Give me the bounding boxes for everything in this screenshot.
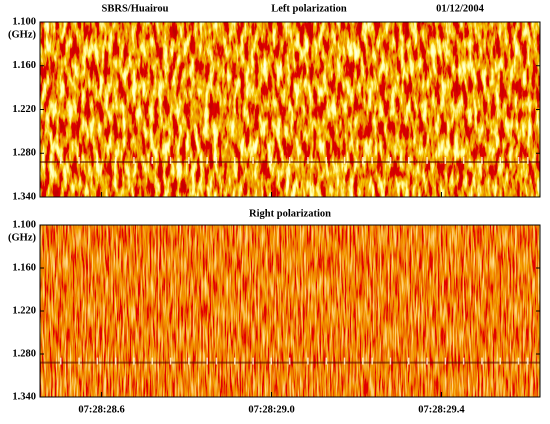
spike	[307, 357, 309, 365]
date: 01/12/2004	[436, 3, 485, 14]
spike	[252, 157, 254, 164]
spike	[133, 157, 135, 164]
x-tick-label: 07:28:28.6	[78, 404, 124, 415]
spike	[444, 357, 447, 365]
y-tick-label: 1.160	[12, 60, 36, 71]
station: SBRS/Huairou	[102, 3, 169, 14]
spike	[462, 357, 465, 365]
y-tick-label: 1.220	[12, 305, 36, 316]
spike	[343, 157, 346, 164]
spike	[234, 157, 236, 164]
spike	[325, 157, 327, 164]
spike	[96, 157, 99, 164]
spectrogram-texture	[40, 22, 540, 197]
y-tick-label: 1.160	[12, 262, 36, 273]
spike	[215, 157, 218, 164]
x-tick-label: 07:28:29.4	[418, 404, 465, 415]
spike	[270, 157, 273, 164]
panel-title: Left polarization	[271, 3, 347, 14]
spike	[371, 357, 373, 365]
spike	[499, 157, 501, 164]
spike	[481, 157, 483, 164]
spike	[325, 357, 327, 365]
spike	[481, 357, 483, 365]
spike	[527, 157, 529, 164]
spike	[362, 157, 364, 164]
spike	[343, 357, 346, 365]
spike	[426, 157, 428, 164]
spike	[426, 357, 428, 365]
spike	[96, 357, 99, 365]
y-tick-label: 1.220	[12, 104, 36, 115]
y-unit: (GHz)	[8, 232, 36, 243]
spike	[234, 357, 236, 365]
spike	[114, 157, 117, 164]
panel-title: Right polarization	[249, 208, 331, 219]
spike	[389, 157, 392, 164]
spike	[408, 157, 410, 164]
y-tick-label: 1.340	[12, 391, 36, 402]
spike	[188, 157, 190, 164]
spike	[408, 357, 410, 365]
spike	[462, 157, 465, 164]
y-tick-label: 1.100	[12, 16, 36, 27]
spike	[206, 157, 208, 164]
spike	[215, 357, 218, 365]
spike	[151, 157, 153, 164]
y-tick-label: 1.100	[12, 219, 36, 230]
spike	[169, 157, 172, 164]
spike	[307, 157, 309, 164]
spike	[527, 357, 529, 365]
spike	[114, 357, 117, 365]
spike	[206, 357, 208, 365]
spike	[151, 357, 153, 365]
spike	[444, 157, 447, 164]
spike	[270, 357, 273, 365]
spike	[288, 157, 291, 164]
x-tick-label: 07:28:29.0	[248, 404, 294, 415]
spike	[517, 157, 520, 164]
spike	[288, 357, 291, 365]
spike	[169, 357, 172, 365]
spike	[78, 157, 80, 164]
spike	[362, 357, 364, 365]
spike	[517, 357, 520, 365]
spike	[60, 357, 62, 365]
spike	[60, 157, 62, 164]
y-tick-label: 1.280	[12, 148, 36, 159]
y-tick-label: 1.280	[12, 348, 36, 359]
spectrogram-texture	[40, 225, 540, 397]
y-tick-label: 1.340	[12, 191, 36, 202]
y-unit: (GHz)	[8, 29, 36, 40]
spike	[252, 357, 254, 365]
spike	[78, 357, 80, 365]
spike	[371, 157, 373, 164]
spike	[188, 357, 190, 365]
spike	[389, 357, 392, 365]
spike	[133, 357, 135, 365]
spike	[499, 357, 501, 365]
